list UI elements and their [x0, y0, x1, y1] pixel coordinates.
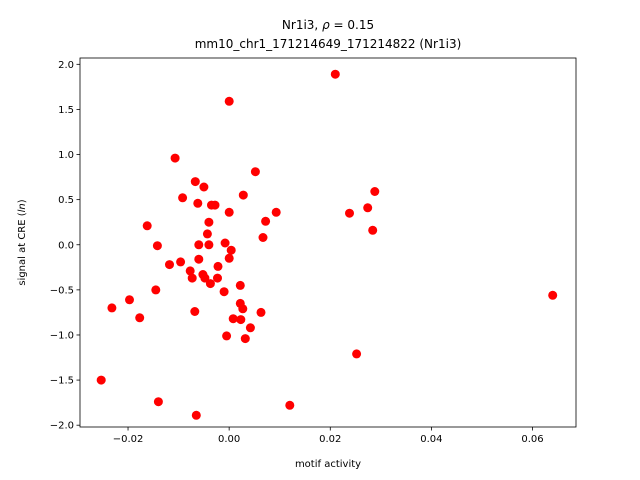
data-point: [219, 287, 229, 297]
data-point: [199, 182, 209, 192]
data-point: [236, 315, 246, 325]
data-point: [222, 331, 232, 341]
data-point: [370, 187, 380, 196]
data-point: [176, 257, 186, 267]
data-point: [213, 261, 223, 271]
y-axis-ticks: −2.0 −1.5 −1.0 −0.5 0.0 0.5 1.0 1.5 2.0: [50, 60, 80, 432]
data-point: [107, 303, 117, 313]
data-point: [210, 200, 220, 210]
data-point: [261, 216, 271, 226]
data-point: [330, 69, 340, 79]
y-tick-label: −1.5: [50, 376, 74, 387]
y-tick-label: 0.5: [58, 195, 74, 206]
plot-frame: [79, 57, 577, 428]
data-point: [96, 375, 106, 385]
data-point: [152, 241, 162, 251]
data-point: [125, 295, 134, 305]
data-point: [135, 313, 145, 323]
x-tick-label: 0.02: [319, 434, 341, 445]
data-point: [190, 177, 200, 187]
data-point: [240, 334, 250, 344]
data-point: [345, 208, 354, 218]
data-point: [190, 307, 200, 316]
chart-title-line1: Nr1i3, ρ = 0.15: [282, 18, 374, 32]
data-point: [194, 254, 204, 264]
data-point: [165, 260, 174, 270]
data-point: [213, 273, 222, 283]
data-point: [224, 96, 234, 106]
data-point: [204, 240, 214, 250]
y-tick-label: 1.0: [58, 150, 74, 161]
y-tick-label: 1.5: [58, 105, 74, 116]
data-point: [202, 229, 212, 239]
y-tick-label: −0.5: [50, 285, 74, 296]
data-point: [228, 314, 238, 324]
chart-title-line2: mm10_chr1_171214649_171214822 (Nr1i3): [195, 37, 462, 51]
data-point: [178, 193, 188, 203]
data-point: [194, 240, 204, 250]
y-tick-label: −1.0: [50, 330, 74, 341]
data-point: [285, 400, 295, 410]
data-points: [96, 69, 558, 420]
data-point: [185, 266, 195, 276]
data-point: [187, 273, 197, 283]
data-point: [170, 153, 180, 163]
data-point: [224, 253, 234, 263]
y-tick-label: 2.0: [58, 60, 74, 71]
data-point: [256, 307, 266, 317]
data-point: [238, 190, 248, 200]
data-point: [153, 397, 163, 407]
y-tick-label: 0.0: [58, 240, 74, 251]
data-point: [363, 203, 373, 213]
data-point: [205, 279, 215, 289]
data-point: [220, 238, 230, 248]
data-point: [224, 207, 234, 217]
data-point: [191, 410, 201, 420]
data-point: [258, 233, 268, 242]
x-tick-label: 0.06: [521, 434, 543, 445]
x-axis-label: motif activity: [295, 459, 361, 470]
x-tick-label: 0.04: [420, 434, 442, 445]
data-point: [352, 349, 362, 359]
data-point: [250, 167, 260, 177]
data-point: [271, 207, 281, 217]
data-point: [368, 225, 378, 235]
y-axis-label: signal at CRE (ln): [17, 199, 28, 285]
y-tick-label: −2.0: [50, 421, 74, 432]
data-point: [193, 198, 203, 208]
data-point: [235, 280, 245, 290]
data-point: [200, 273, 210, 283]
data-point: [151, 285, 161, 295]
x-tick-label: 0.00: [218, 434, 240, 445]
data-point: [548, 290, 558, 300]
data-point: [245, 323, 255, 333]
data-point: [238, 304, 248, 314]
x-axis-ticks: −0.02 0.00 0.02 0.04 0.06: [113, 427, 544, 445]
data-point: [226, 245, 236, 255]
data-point: [142, 221, 152, 231]
data-point: [204, 217, 214, 227]
x-tick-label: −0.02: [113, 434, 144, 445]
